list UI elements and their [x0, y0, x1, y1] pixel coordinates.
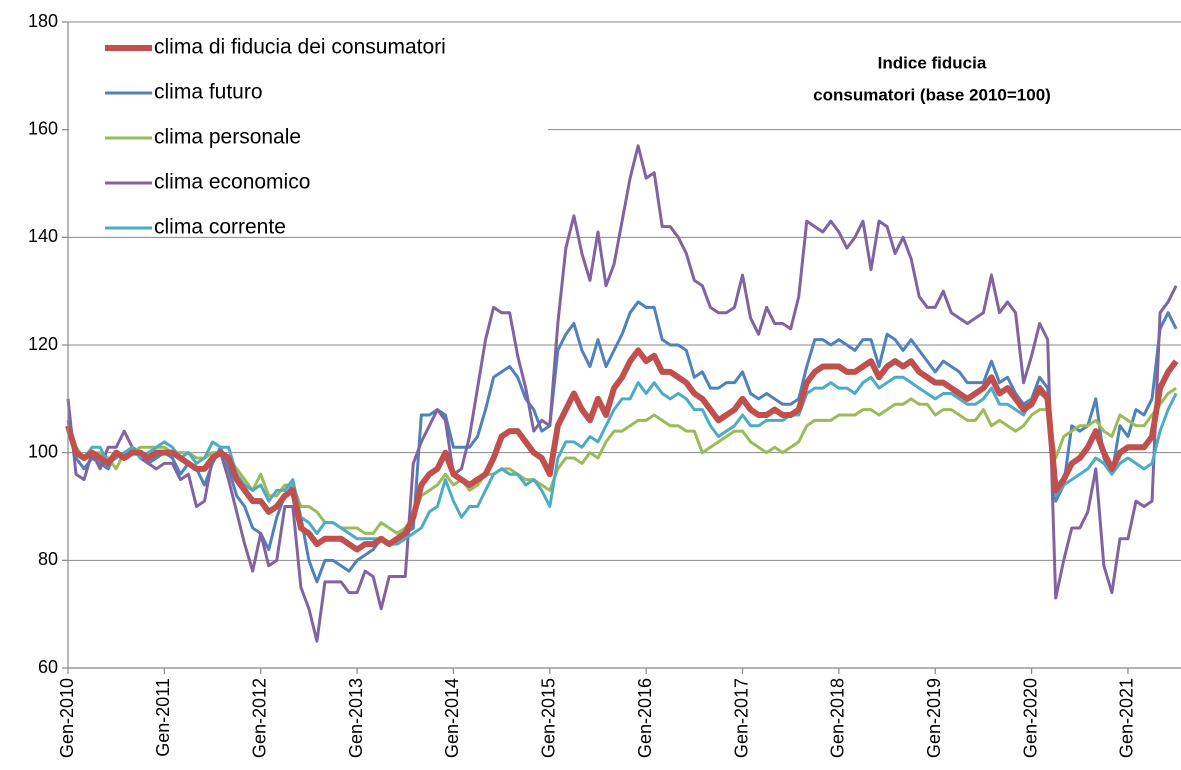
chart-title: consumatori (base 2010=100)	[813, 85, 1051, 104]
legend-label: clima personale	[154, 126, 301, 149]
legend-label: clima corrente	[154, 216, 286, 239]
x-tick-label: Gen-2018	[828, 678, 848, 758]
x-tick-label: Gen-2019	[924, 678, 944, 758]
y-tick-label: 80	[38, 549, 58, 569]
x-tick-label: Gen-2010	[57, 678, 77, 758]
x-tick-label: Gen-2013	[346, 678, 366, 758]
legend-label: clima economico	[154, 171, 310, 194]
plot	[65, 144, 1179, 643]
chart-title: Indice fiducia	[878, 53, 987, 72]
series-line	[66, 375, 1178, 546]
legend: clima di fiducia dei consumatori clima fu…	[105, 36, 446, 239]
x-tick-label: Gen-2017	[731, 678, 751, 758]
x-tick-label: Gen-2015	[539, 678, 559, 758]
y-tick-label: 120	[28, 334, 58, 354]
series-line	[65, 347, 1179, 553]
x-tick-label: Gen-2011	[153, 678, 173, 757]
x-tick-label: Gen-2012	[249, 678, 269, 758]
y-tick-label: 100	[28, 441, 58, 461]
x-tick-label: Gen-2021	[1117, 678, 1137, 758]
legend-label: clima futuro	[154, 81, 263, 104]
axes: 60 80 100 120 140 160 180 Gen-2010 Gen-2011 Gen-2…	[28, 11, 1181, 758]
series-line	[66, 144, 1178, 643]
series-line	[66, 300, 1178, 584]
y-tick-label: 140	[28, 226, 58, 246]
legend-background	[69, 24, 548, 232]
legend-label: clima di fiducia dei consumatori	[154, 36, 446, 59]
series-line	[66, 386, 1177, 535]
y-tick-label: 180	[28, 11, 58, 31]
y-tick-label: 160	[28, 118, 58, 138]
y-tick-label: 60	[38, 657, 58, 677]
x-tick-label: Gen-2016	[635, 678, 655, 758]
x-tick-label: Gen-2020	[1020, 678, 1040, 758]
x-tick-label: Gen-2014	[442, 678, 462, 758]
title-background	[790, 45, 1080, 110]
